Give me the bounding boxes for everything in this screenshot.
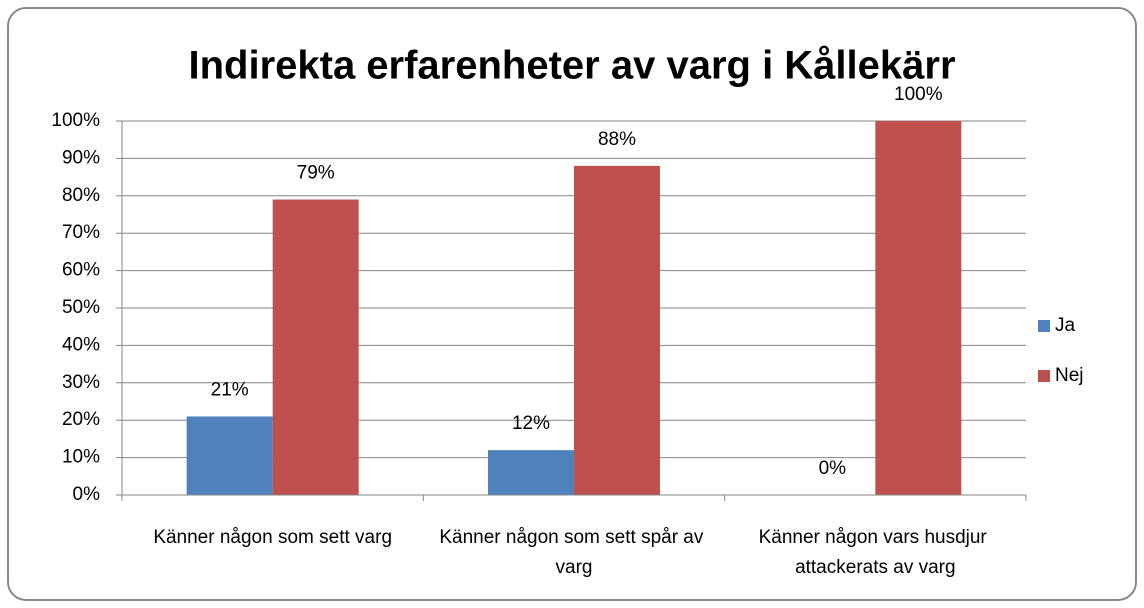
bar xyxy=(186,416,273,495)
legend-label: Nej xyxy=(1055,365,1084,386)
value-label: 0% xyxy=(819,458,847,479)
legend-swatch xyxy=(1038,320,1050,332)
y-tick-label: 10% xyxy=(62,447,100,468)
y-tick-label: 60% xyxy=(62,260,100,281)
bar xyxy=(488,450,574,495)
y-tick-label: 70% xyxy=(62,222,100,243)
y-tick-label: 80% xyxy=(62,185,100,206)
y-tick-label: 100% xyxy=(51,110,100,131)
y-tick-label: 20% xyxy=(62,409,100,430)
chart-frame xyxy=(7,7,1137,601)
bar xyxy=(574,165,660,495)
y-tick-label: 30% xyxy=(62,372,100,393)
x-tick-label: Känner någon som sett varg xyxy=(153,527,392,548)
y-tick-label: 90% xyxy=(62,147,100,168)
x-tick-label: Känner någon som sett spår av varg xyxy=(439,527,708,578)
y-tick-label: 50% xyxy=(62,297,100,318)
value-label: 21% xyxy=(211,379,249,400)
bar xyxy=(875,121,962,495)
legend-label: Ja xyxy=(1055,315,1076,336)
chart-title: Indirekta erfarenheter av varg i Kållekä… xyxy=(188,44,955,88)
value-label: 88% xyxy=(598,129,636,150)
y-tick-label: 40% xyxy=(62,334,100,355)
x-tick-label: Känner någon vars husdjur attackerats av… xyxy=(759,527,992,578)
value-label: 79% xyxy=(297,163,335,184)
y-tick-label: 0% xyxy=(73,484,101,505)
legend-swatch xyxy=(1038,370,1050,382)
value-label: 12% xyxy=(512,413,550,434)
value-label: 100% xyxy=(894,84,943,105)
bar xyxy=(272,199,359,496)
